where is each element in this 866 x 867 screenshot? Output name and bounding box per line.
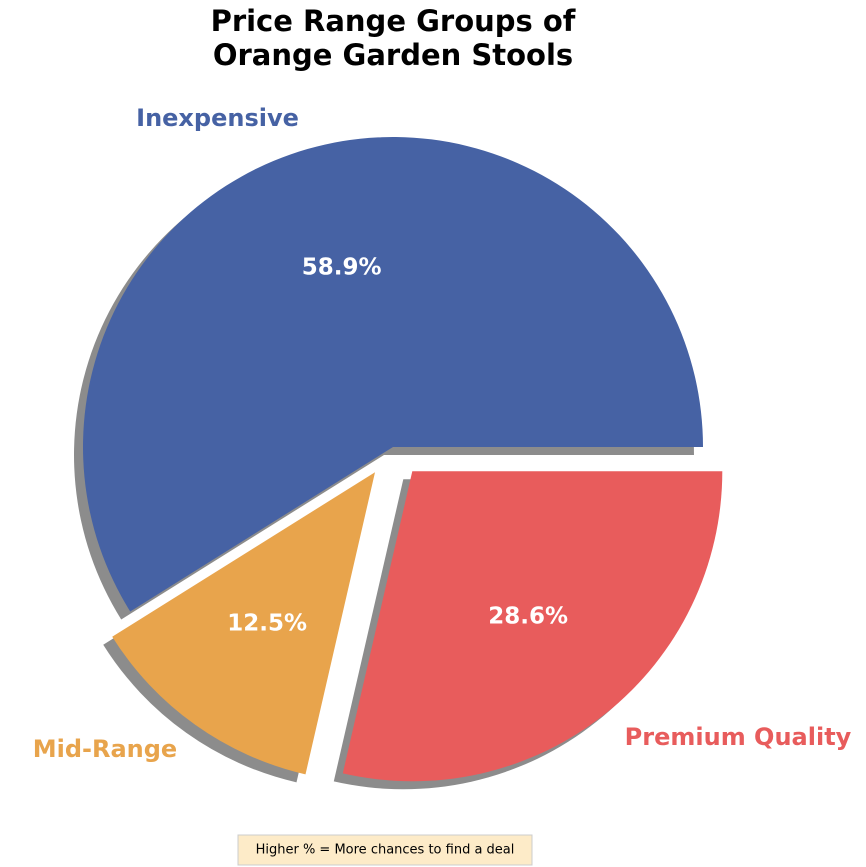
annotation-box — [237, 834, 533, 866]
value-label: 28.6% — [488, 603, 568, 629]
annotation: Higher % = More chances to find a deal — [256, 843, 515, 858]
chart-title: Price Range Groups of Orange Garden Stool… — [211, 4, 576, 72]
category-label: Mid-Range — [33, 735, 177, 763]
category-label: Inexpensive — [136, 104, 299, 132]
value-label: 12.5% — [227, 610, 307, 636]
wedges — [82, 136, 723, 782]
wedge — [82, 136, 704, 612]
wedge — [112, 472, 376, 775]
wedge — [342, 471, 723, 782]
value-label: 58.9% — [302, 255, 382, 281]
category-label: Premium Quality — [625, 723, 852, 751]
